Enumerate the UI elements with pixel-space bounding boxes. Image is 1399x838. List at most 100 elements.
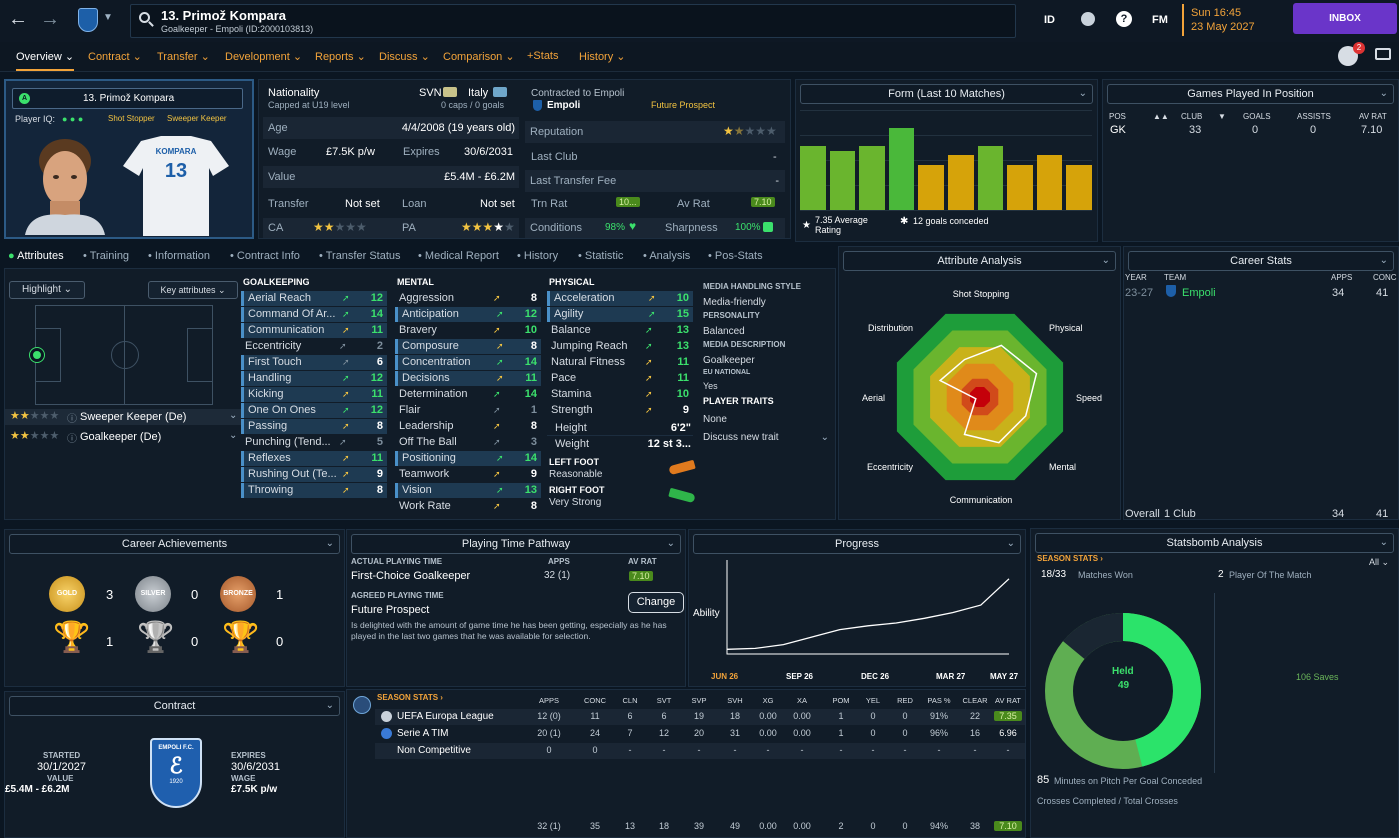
tab-statistic[interactable]: • Statistic [578,250,624,262]
settings-icon[interactable] [353,696,371,714]
conc-col-header[interactable]: CONC [1373,273,1397,282]
skull-icon[interactable] [1081,12,1095,26]
year-col-header[interactable]: YEAR [1125,273,1147,282]
mental-attribute-row[interactable]: Work Rate ➚ 8 [395,499,541,514]
search-box[interactable]: 13. Primož Kompara Goalkeeper - Empoli (… [130,4,1016,38]
mental-attribute-row[interactable]: Composure ➚ 8 [395,339,541,354]
change-button[interactable]: Change [628,592,684,613]
mental-attribute-row[interactable]: Positioning ➚ 14 [395,451,541,466]
goalkeeping-attribute-row[interactable]: Passing ➚ 8 [241,419,387,434]
form-bar[interactable] [859,146,885,210]
pos-col-header[interactable]: POS [1109,112,1126,121]
fm-button[interactable]: FM [1152,14,1168,26]
mental-attribute-row[interactable]: Vision ➚ 13 [395,483,541,498]
goalkeeping-attribute-row[interactable]: Reflexes ➚ 11 [241,451,387,466]
season-stats-title[interactable]: SEASON STATS › [377,693,443,702]
progress-header[interactable]: Progress ⌄ [693,534,1021,554]
tab-stats[interactable]: +Stats [527,50,559,62]
form-bar[interactable] [829,150,856,210]
key-attributes-dropdown[interactable]: Key attributes ⌄ [148,281,238,299]
mental-attribute-row[interactable]: Teamwork ➚ 9 [395,467,541,482]
goalkeeping-attribute-row[interactable]: Communication ➚ 11 [241,323,387,338]
team-col-header[interactable]: TEAM [1164,273,1187,282]
form-bar[interactable] [1007,164,1033,210]
tab-development[interactable]: Development ⌄ [225,51,303,63]
goalkeeping-attribute-row[interactable]: Handling ➚ 12 [241,371,387,386]
physical-attribute-row[interactable]: Acceleration ➚ 10 [547,291,693,306]
tab-transfer-status[interactable]: • Transfer Status [319,250,401,262]
discuss-trait-button[interactable]: Discuss new trait ⌄ [703,432,831,446]
form-bar[interactable] [948,155,974,210]
avrat-col-header[interactable]: AV RAT [1359,112,1387,121]
goalkeeping-attribute-row[interactable]: First Touch ➚ 6 [241,355,387,370]
inbox-button[interactable]: INBOX [1293,3,1397,34]
tab-history[interactable]: History ⌄ [579,51,626,63]
mental-attribute-row[interactable]: Aggression ➚ 8 [395,291,541,306]
tab-pos-stats[interactable]: • Pos-Stats [708,250,763,262]
physical-attribute-row[interactable]: Stamina ➚ 10 [547,387,693,402]
form-bar[interactable] [1036,155,1063,210]
goalkeeping-attribute-row[interactable]: Command Of Ar... ➚ 14 [241,307,387,322]
mental-attribute-row[interactable]: Bravery ➚ 10 [395,323,541,338]
help-button[interactable]: ? [1116,11,1132,27]
form-bar[interactable] [918,164,944,210]
tab-reports[interactable]: Reports ⌄ [315,51,366,63]
tab-information[interactable]: • Information [148,250,210,262]
mental-attribute-row[interactable]: Decisions ➚ 11 [395,371,541,386]
statsbomb-header[interactable]: Statsbomb Analysis ⌄ [1035,533,1394,553]
season-row[interactable] [375,709,1025,725]
tab-overview[interactable]: Overview ⌄ [16,50,75,71]
tab-discuss[interactable]: Discuss ⌄ [379,51,430,63]
role-row-1[interactable]: ★★★★★ ⓘ Sweeper Keeper (De) ⌄ [5,409,241,425]
club-col-header[interactable]: CLUB [1181,112,1203,121]
physical-attribute-row[interactable]: Balance ➚ 13 [547,323,693,338]
tab-attributes[interactable]: ● Attributes [8,250,64,262]
form-bar[interactable] [800,146,826,210]
tab-analysis[interactable]: • Analysis [643,250,691,262]
mental-attribute-row[interactable]: Off The Ball ➚ 3 [395,435,541,450]
goalkeeping-attribute-row[interactable]: Punching (Tend... ➚ 5 [241,435,387,450]
apps-col-header[interactable]: APPS [1331,273,1353,282]
tab-contract-info[interactable]: • Contract Info [230,250,300,262]
physical-attribute-row[interactable]: Pace ➚ 11 [547,371,693,386]
mental-attribute-row[interactable]: Determination ➚ 14 [395,387,541,402]
goalkeeping-attribute-row[interactable]: Eccentricity ➚ 2 [241,339,387,354]
forward-icon[interactable]: → [40,8,60,30]
playing-time-header[interactable]: Playing Time Pathway ⌄ [351,534,681,554]
form-header[interactable]: Form (Last 10 Matches) ⌄ [800,84,1093,104]
form-bar[interactable] [977,146,1004,210]
physical-attribute-row[interactable]: Strength ➚ 9 [547,403,693,418]
goalkeeping-attribute-row[interactable]: Aerial Reach ➚ 12 [241,291,387,306]
contract-header[interactable]: Contract ⌄ [9,696,340,716]
mental-attribute-row[interactable]: Leadership ➚ 8 [395,419,541,434]
tab-contract[interactable]: Contract ⌄ [88,51,142,63]
mental-attribute-row[interactable]: Anticipation ➚ 12 [395,307,541,322]
assists-col-header[interactable]: ASSISTS [1297,112,1331,121]
tab-history-attr[interactable]: • History [517,250,559,262]
tab-training[interactable]: • Training [83,250,130,262]
form-bar[interactable] [888,128,915,210]
attribute-analysis-header[interactable]: Attribute Analysis ⌄ [843,251,1116,271]
goalkeeping-attribute-row[interactable]: One On Ones ➚ 12 [241,403,387,418]
physical-attribute-row[interactable]: Jumping Reach ➚ 13 [547,339,693,354]
goals-col-header[interactable]: GOALS [1243,112,1271,121]
career-team[interactable]: Empoli [1182,287,1216,299]
back-icon[interactable]: ← [8,8,28,30]
id-button[interactable]: ID [1044,14,1055,26]
mental-attribute-row[interactable]: Flair ➚ 1 [395,403,541,418]
highlight-dropdown[interactable]: Highlight ⌄ [9,281,85,299]
achievements-header[interactable]: Career Achievements ⌄ [9,534,340,554]
monitor-icon[interactable] [1375,48,1391,60]
tab-comparison[interactable]: Comparison ⌄ [443,51,515,63]
goalkeeping-attribute-row[interactable]: Rushing Out (Te... ➚ 9 [241,467,387,482]
filter-dropdown[interactable]: All ⌄ [1369,557,1390,567]
goalkeeping-attribute-row[interactable]: Throwing ➚ 8 [241,483,387,498]
form-bar[interactable] [1066,164,1092,210]
club-crest-icon[interactable] [78,8,98,32]
tab-medical-report[interactable]: • Medical Report [418,250,499,262]
season-row[interactable] [375,743,1025,759]
position-marker[interactable] [30,348,44,362]
physical-attribute-row[interactable]: Agility ➚ 15 [547,307,693,322]
games-position-header[interactable]: Games Played In Position ⌄ [1107,84,1394,104]
goalkeeping-attribute-row[interactable]: Kicking ➚ 11 [241,387,387,402]
